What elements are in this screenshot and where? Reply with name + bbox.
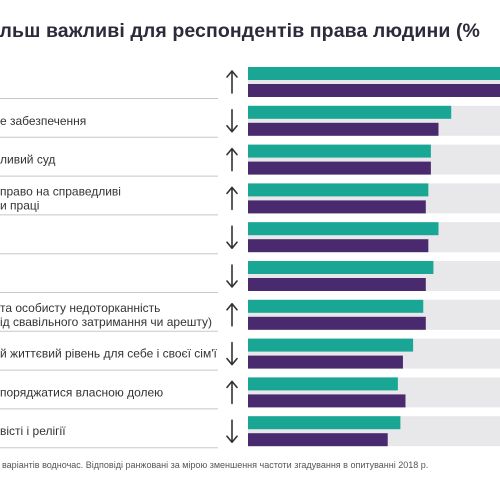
bar — [248, 261, 434, 274]
bar — [248, 377, 398, 391]
bar — [248, 67, 500, 80]
bar — [248, 355, 403, 369]
bar — [248, 338, 414, 352]
bar — [248, 239, 429, 253]
category-label: право на справедливі и праці — [0, 184, 121, 212]
down-arrow-icon — [226, 109, 238, 133]
bar — [248, 299, 424, 313]
bar — [248, 433, 388, 447]
category-label: й життєвий рівень для себе і своєї сім'ї — [0, 347, 217, 361]
category-label: ливий суд — [0, 153, 55, 167]
bar — [248, 105, 452, 119]
down-arrow-icon — [226, 341, 238, 366]
chart-title-text: ільш важливі для респондентів права люди… — [0, 20, 481, 42]
bar — [248, 394, 406, 408]
down-arrow-icon — [226, 225, 238, 249]
down-arrow-icon — [226, 419, 238, 443]
category-label: вісті і релігії — [0, 424, 66, 438]
up-arrow-icon — [226, 380, 238, 405]
bar — [248, 161, 431, 175]
chart-title: ільш важливі для респондентів права люди… — [0, 20, 500, 54]
bar — [248, 222, 439, 236]
footnote-text: варіантів водночас. Відповіді ранжовані … — [2, 460, 429, 470]
category-label: поряджатися власною долею — [0, 385, 163, 399]
category-label: та особисту недоторканність ід свавільног… — [0, 301, 212, 329]
bar — [248, 200, 426, 214]
up-arrow-icon — [226, 186, 238, 211]
category-label: е забезпечення — [0, 114, 86, 128]
up-arrow-icon — [226, 303, 238, 327]
bar — [248, 183, 429, 197]
bar — [248, 122, 439, 136]
bar — [248, 316, 426, 330]
up-arrow-icon — [226, 147, 238, 172]
up-arrow-icon — [226, 70, 238, 94]
bar — [248, 416, 401, 430]
bar — [248, 84, 500, 97]
chart-footnote: варіантів водночас. Відповіді ранжовані … — [0, 460, 500, 476]
bar — [248, 278, 426, 291]
bar — [248, 144, 431, 158]
down-arrow-icon — [226, 264, 238, 288]
